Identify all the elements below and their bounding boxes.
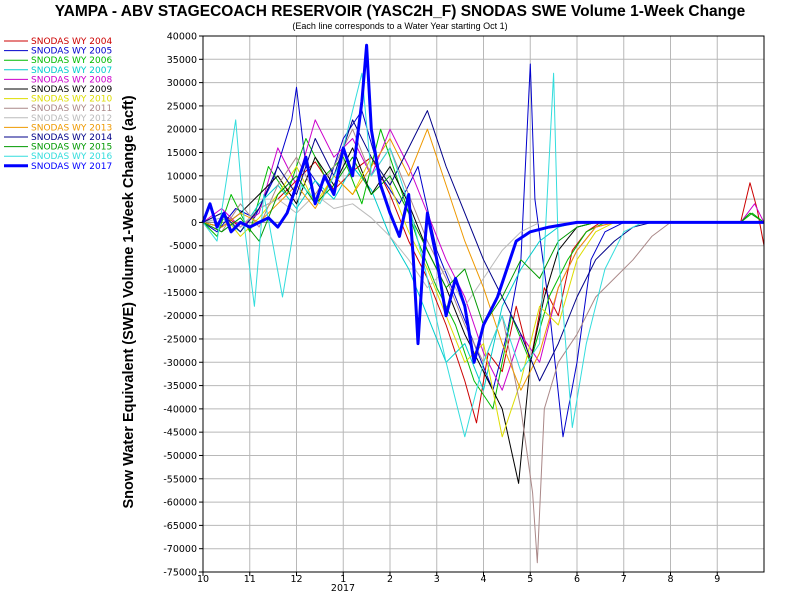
legend-label: SNODAS WY 2009 [31,85,112,95]
legend-label: SNODAS WY 2011 [31,104,112,114]
y-tick-label: -65000 [163,521,197,532]
x-tick-label: 9 [714,574,720,585]
legend-label: SNODAS WY 2004 [31,37,112,47]
x-tick-label: 11 [244,574,256,585]
x-axis-ticks: 10 11 12 1 2 3 4 5 6 7 8 9 [197,572,720,585]
y-tick-label: -70000 [163,544,197,555]
y-tick-label: -20000 [163,311,197,322]
series-line [202,156,765,424]
x-tick-label: 8 [667,574,673,585]
series-line [202,147,764,484]
legend-label: SNODAS WY 2013 [31,123,112,133]
series-line [202,128,764,391]
y-tick-label: -50000 [163,451,197,462]
y-axis-label: Snow Water Equivalent (SWE) Volume 1-Wee… [121,95,137,508]
y-tick-label: 25000 [167,101,197,112]
legend-label: SNODAS WY 2010 [31,95,112,105]
legend-label: SNODAS WY 2005 [31,47,112,57]
y-tick-label: -60000 [163,498,197,509]
y-tick-label: 0 [191,218,197,229]
grid-lines [202,35,764,573]
chart-title: YAMPA - ABV STAGECOACH RESERVOIR (YASC2H… [55,3,746,20]
x-tick-label: 3 [434,574,440,585]
legend-label: SNODAS WY 2014 [31,133,112,143]
y-tick-label: -35000 [163,381,197,392]
x-tick-label: 2 [387,574,393,585]
series-line [202,110,764,382]
x-tick-label: 1 [340,574,346,585]
legend-label: SNODAS WY 2017 [31,162,112,172]
y-axis-ticks: 40000 35000 30000 25000 20000 15000 10000 5000 0… [163,32,203,579]
series-line [202,156,764,438]
x-tick-label: 7 [621,574,627,585]
series-line [202,194,764,307]
series-line [202,156,765,326]
y-tick-label: -15000 [163,288,197,299]
y-tick-label: -10000 [163,265,197,276]
series-line [202,72,764,438]
y-tick-label: -30000 [163,358,197,369]
y-tick-label: -45000 [163,428,197,439]
chart-subtitle: (Each line corresponds to a Water Year s… [292,21,507,31]
y-tick-label: 30000 [167,78,197,89]
y-tick-label: -25000 [163,334,197,345]
x-tick-label: 4 [480,574,486,585]
y-tick-label: 35000 [167,55,197,66]
x-axis-year-label: 2017 [331,583,355,594]
x-tick-label: 10 [197,574,209,585]
legend-label: SNODAS WY 2007 [31,66,112,76]
x-tick-label: 5 [527,574,533,585]
x-tick-label: 12 [290,574,302,585]
series-line [202,128,764,564]
y-tick-label: 20000 [167,125,197,136]
y-tick-label: 15000 [167,148,197,159]
legend-label: SNODAS WY 2016 [31,152,112,162]
x-tick-label: 6 [574,574,580,585]
legend-label: SNODAS WY 2006 [31,56,112,66]
y-tick-label: 10000 [167,171,197,182]
series-line [201,43,764,364]
y-tick-label: -55000 [163,474,197,485]
legend-label: SNODAS WY 2012 [31,114,112,124]
plot-area [201,43,765,564]
y-tick-label: -40000 [163,404,197,415]
y-tick-label: -5000 [169,241,197,252]
series-line [202,63,764,438]
legend-label: SNODAS WY 2008 [31,75,112,85]
legend-label: SNODAS WY 2015 [31,143,112,153]
y-tick-label: 5000 [173,195,197,206]
series-line [202,166,764,391]
y-tick-label: -75000 [163,568,197,579]
y-tick-label: 40000 [167,32,197,43]
